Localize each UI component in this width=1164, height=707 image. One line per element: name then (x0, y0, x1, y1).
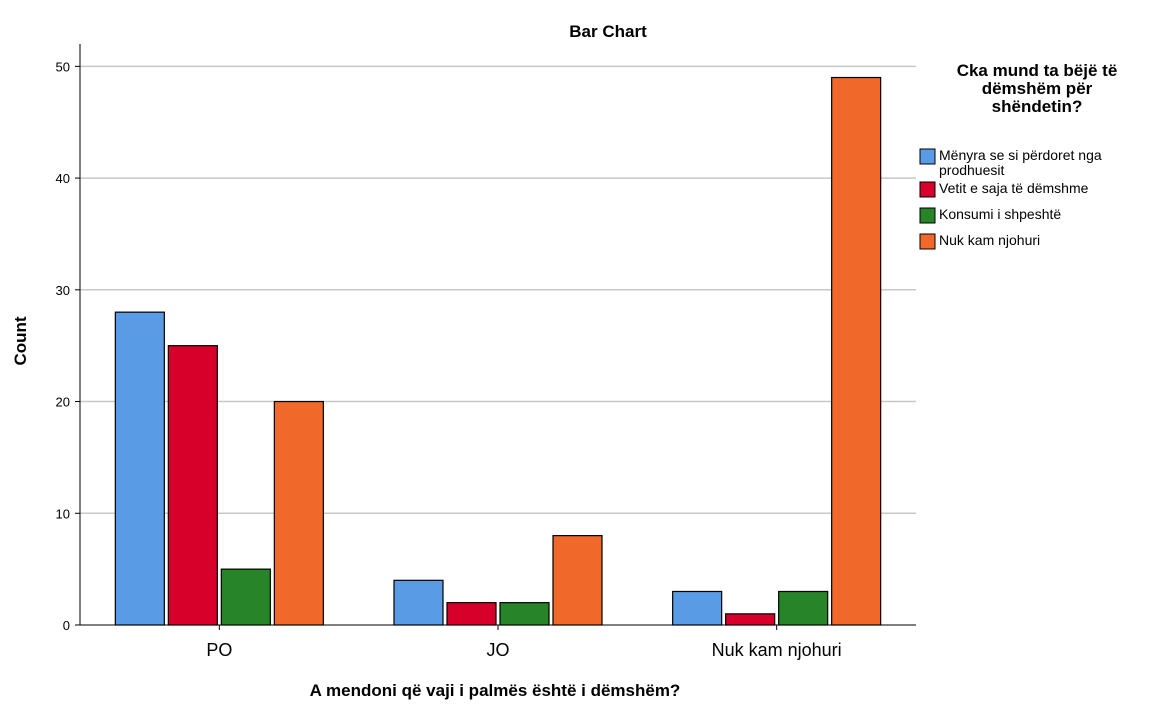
legend-swatch (919, 233, 936, 250)
legend-swatch (919, 207, 936, 224)
x-axis-label: A mendoni që vaji i palmës është i dëmsh… (310, 681, 681, 700)
y-tick-label: 20 (56, 395, 70, 410)
bar-1-3 (672, 590, 723, 626)
bar-3-3 (778, 590, 829, 626)
x-tick-label: Nuk kam njohuri (712, 640, 842, 660)
bar-4-1 (273, 400, 324, 626)
gridlines (80, 65, 916, 515)
y-tick-label: 40 (56, 171, 70, 186)
y-tick-label: 10 (56, 506, 70, 521)
bar-1-2 (393, 579, 444, 626)
axes (75, 44, 916, 630)
x-tick-label: JO (486, 640, 509, 660)
legend-title-line: shëndetin? (992, 97, 1083, 116)
legend-title-line: dëmshëm për (982, 79, 1093, 98)
y-tick-label: 0 (63, 618, 70, 633)
bar-4-2 (552, 535, 603, 626)
bar-2-3 (725, 613, 776, 626)
bar-2-1 (167, 345, 218, 626)
bar-2-2 (446, 602, 497, 626)
bar-3-1 (220, 568, 271, 626)
legend-label: prodhuesit (939, 162, 1004, 178)
legend-swatch (919, 148, 936, 165)
legend-label: Vetit e saja të dëmshme (939, 180, 1089, 196)
bar-1-1 (114, 311, 165, 626)
x-tick-label: PO (206, 640, 232, 660)
tick-labels: 0 10 20 30 40 50 PO JO Nuk kam njohuri (56, 59, 842, 660)
y-tick-label: 50 (56, 59, 70, 74)
legend-title-line: Cka mund ta bëjë të (957, 61, 1118, 80)
bars (114, 76, 882, 626)
y-tick-label: 30 (56, 283, 70, 298)
y-axis-label: Count (11, 316, 30, 365)
legend-label: Nuk kam njohuri (939, 232, 1040, 248)
legend-swatch (919, 181, 936, 198)
legend-label: Mënyra se si përdoret nga (939, 147, 1102, 163)
legend-label: Konsumi i shpeshtë (939, 206, 1061, 222)
chart-title: Bar Chart (569, 22, 647, 41)
bar-3-2 (499, 602, 550, 626)
bar-4-3 (831, 76, 882, 626)
